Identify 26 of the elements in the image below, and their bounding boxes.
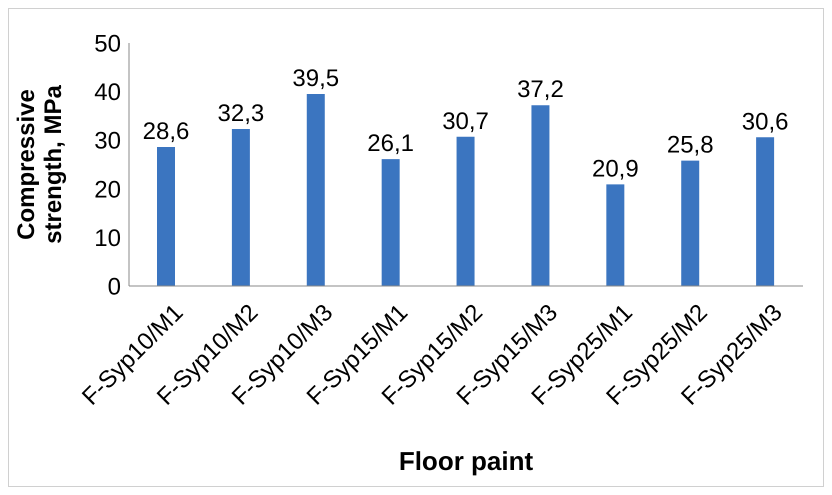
- y-tick-label: 20: [94, 176, 121, 204]
- y-tick-label: 50: [94, 30, 121, 58]
- y-tick-label: 10: [94, 224, 121, 252]
- y-tick-label: 30: [94, 128, 121, 155]
- x-axis-title: Floor paint: [398, 446, 534, 476]
- data-label: 32,3: [218, 100, 264, 128]
- data-label: 30,6: [742, 108, 788, 136]
- data-label: 25,8: [666, 132, 714, 159]
- data-label: 26,1: [367, 130, 414, 158]
- bar: [531, 105, 550, 286]
- y-tick-label: 0: [108, 274, 121, 301]
- data-label: 39,5: [292, 65, 340, 92]
- data-label: 28,6: [142, 118, 190, 146]
- bar: [756, 137, 774, 286]
- data-label: 30,7: [442, 108, 489, 135]
- bar: [306, 94, 325, 286]
- bar: [606, 184, 624, 286]
- data-label: 20,9: [592, 155, 639, 182]
- bar: [456, 136, 475, 286]
- bar: [232, 129, 250, 286]
- bar: [382, 159, 400, 286]
- bar: [681, 160, 700, 286]
- bar: [157, 147, 175, 286]
- data-label: 37,2: [517, 76, 564, 104]
- y-axis-title: Compressive strength, MPa: [13, 84, 67, 244]
- y-tick-label: 40: [94, 79, 121, 106]
